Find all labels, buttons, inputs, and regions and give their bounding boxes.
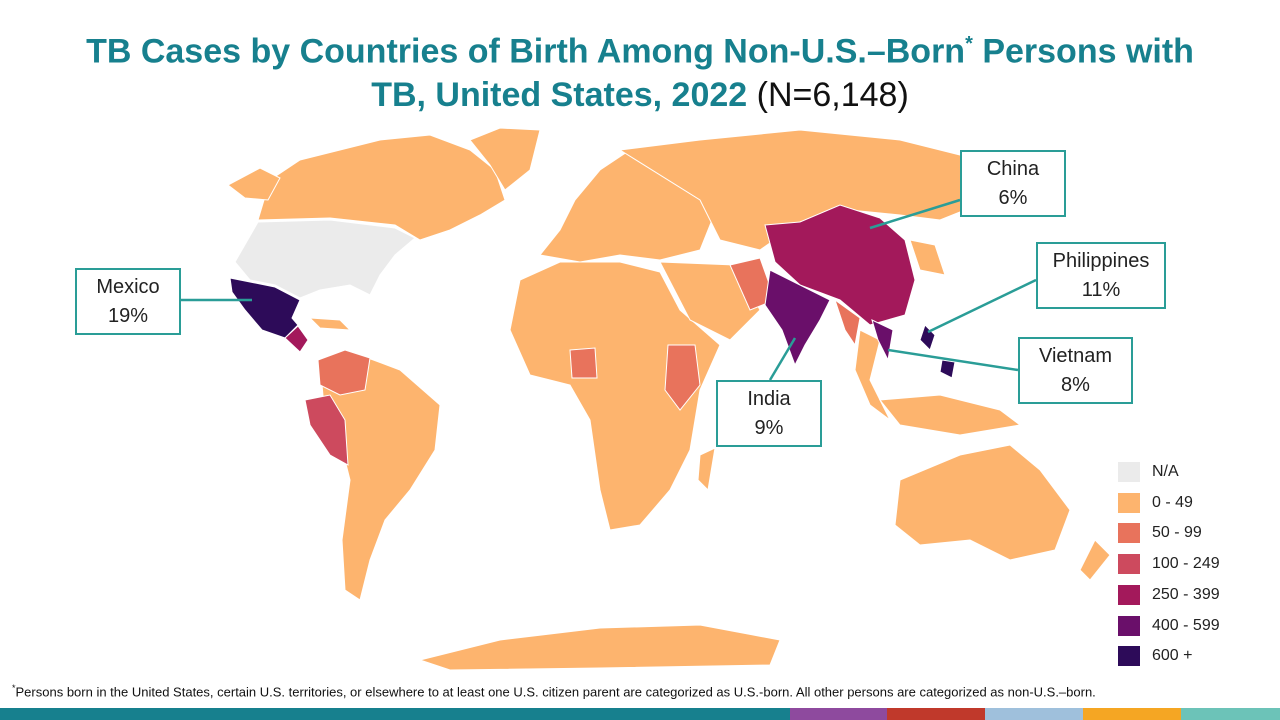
footer-bar: [1181, 708, 1280, 720]
footnote: *Persons born in the United States, cert…: [12, 683, 1096, 699]
callout-label: India: [747, 388, 791, 410]
footnote-text: Persons born in the United States, certa…: [15, 684, 1096, 700]
region: [909, 239, 946, 276]
region: [894, 444, 1071, 561]
callout-percent: 9%: [754, 417, 784, 439]
region: [304, 394, 349, 466]
callout-percent: 6%: [998, 187, 1028, 209]
callout-percent: 19%: [107, 305, 149, 327]
region: [418, 624, 781, 671]
region: [764, 204, 916, 326]
region: [659, 261, 761, 341]
footer-bar: [887, 708, 985, 720]
region: [284, 325, 309, 353]
legend-swatch: [1118, 584, 1140, 605]
region: [509, 261, 721, 531]
legend-swatch: [1118, 523, 1140, 544]
footer-bar: [790, 708, 887, 720]
region: [697, 447, 716, 492]
region: [569, 347, 598, 379]
region: [834, 298, 861, 347]
legend-label: 250 - 399: [1152, 585, 1220, 603]
footer-bar: [0, 708, 790, 720]
footnote-marker: *: [12, 683, 16, 693]
legend-label: N/A: [1152, 463, 1179, 480]
region: [1079, 539, 1111, 581]
region: [227, 167, 281, 201]
callout: India 9%: [716, 380, 822, 447]
legend-label: 600 +: [1152, 647, 1193, 665]
legend-swatch: [1118, 462, 1140, 482]
region: [764, 269, 831, 367]
region: [317, 349, 371, 396]
legend-swatch: [1118, 492, 1140, 513]
region: [308, 317, 352, 331]
title-text: TB, United States, 2022: [371, 76, 748, 115]
region: [879, 394, 1022, 436]
footer-bar: [985, 708, 1083, 720]
callout-label: China: [986, 158, 1040, 180]
title-text: TB Cases by Countries of Birth Among Non…: [86, 32, 966, 71]
leader-line: [768, 337, 797, 381]
region: [871, 319, 894, 362]
legend-label: 0 - 49: [1152, 493, 1193, 511]
legend-swatch: [1118, 646, 1140, 667]
callout-percent: 8%: [1061, 374, 1090, 396]
leader-line: [887, 348, 1019, 372]
legend-label: 400 - 599: [1152, 616, 1220, 634]
region: [618, 129, 991, 251]
region: [939, 359, 956, 379]
callout-label: Philippines: [1052, 250, 1150, 272]
callout: Mexico 19%: [75, 268, 181, 335]
leader-line: [869, 198, 961, 230]
title-asterisk: *: [965, 33, 973, 55]
callout: Vietnam 8%: [1018, 337, 1133, 404]
legend-swatch: [1118, 615, 1140, 636]
legend-label: 50 - 99: [1152, 524, 1202, 542]
title: TB Cases by Countries of Birth Among Non…: [0, 22, 1280, 117]
region: [469, 127, 541, 191]
callout: China 6%: [960, 150, 1066, 217]
callout-label: Vietnam: [1038, 345, 1112, 367]
callout-percent: 11%: [1081, 279, 1121, 301]
title-text: Persons with: [972, 32, 1194, 71]
footer-bar: [1083, 708, 1181, 720]
callout-label: Mexico: [96, 276, 160, 298]
region: [664, 344, 701, 411]
callout: Philippines 11%: [1036, 242, 1166, 309]
legend-label: 100 - 249: [1152, 555, 1220, 573]
leader-line: [927, 278, 1037, 334]
legend-swatch: [1118, 554, 1140, 575]
title-count: (N=6,148): [756, 76, 909, 115]
region: [234, 219, 416, 299]
